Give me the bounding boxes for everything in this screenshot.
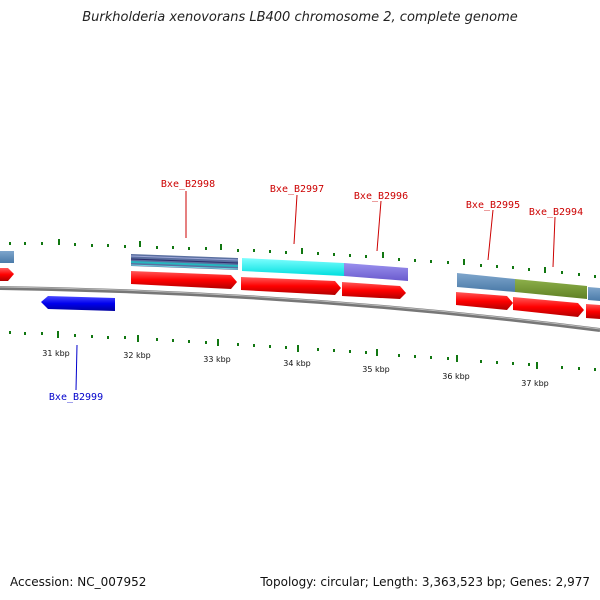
feature-bar-b2994 xyxy=(515,279,587,299)
gene-arrow-bxe-b2999 xyxy=(41,296,115,311)
gene-label-bxe-b2999[interactable]: Bxe_B2999 xyxy=(49,392,103,403)
feature-bar-b2996 xyxy=(344,263,408,281)
gene-label-bxe-b2996[interactable]: Bxe_B2996 xyxy=(354,191,408,202)
inner-tick-row xyxy=(9,331,596,371)
forward-strand xyxy=(0,268,600,319)
feature-bar-left xyxy=(0,251,14,263)
outer-tick-row xyxy=(9,239,596,278)
gene-label-bxe-b2998[interactable]: Bxe_B2998 xyxy=(161,179,215,190)
gene-arrow-right xyxy=(586,304,600,319)
gene-arrow-left xyxy=(0,268,14,281)
gene-labels: Bxe_B2998 Bxe_B2997 Bxe_B2996 Bxe_B2995 … xyxy=(49,179,583,403)
tick-label: 34 kbp xyxy=(283,359,311,368)
genome-summary: Topology: circular; Length: 3,363,523 bp… xyxy=(260,575,590,589)
map-title: Burkholderia xenovorans LB400 chromosome… xyxy=(82,10,518,25)
tick-label: 33 kbp xyxy=(203,355,231,364)
callout-lines xyxy=(75,191,556,391)
gene-arrow-bxe-b2995 xyxy=(456,292,513,310)
feature-bar-b2995 xyxy=(457,273,515,292)
genome-backbone xyxy=(0,286,600,332)
feature-bar-right xyxy=(588,287,600,301)
feature-track xyxy=(0,251,600,301)
tick-label: 32 kbp xyxy=(123,351,151,360)
gene-label-bxe-b2995[interactable]: Bxe_B2995 xyxy=(466,200,520,211)
tick-label: 36 kbp xyxy=(442,372,470,381)
tick-label: 31 kbp xyxy=(42,349,70,358)
gene-label-bxe-b2994[interactable]: Bxe_B2994 xyxy=(529,207,583,218)
reverse-strand xyxy=(41,296,115,311)
gene-arrow-bxe-b2997 xyxy=(241,277,341,295)
tick-label: 37 kbp xyxy=(521,379,549,388)
gene-arrow-bxe-b2994 xyxy=(513,297,584,317)
gene-label-bxe-b2997[interactable]: Bxe_B2997 xyxy=(270,184,324,195)
accession-text: Accession: NC_007952 xyxy=(10,575,147,589)
feature-bar-b2997 xyxy=(242,258,344,276)
gene-arrow-bxe-b2996 xyxy=(342,282,406,299)
tick-label: 35 kbp xyxy=(362,365,390,374)
scale-labels: 31 kbp 32 kbp 33 kbp 34 kbp 35 kbp 36 kb… xyxy=(42,349,549,388)
gene-arrow-bxe-b2998 xyxy=(131,271,237,289)
